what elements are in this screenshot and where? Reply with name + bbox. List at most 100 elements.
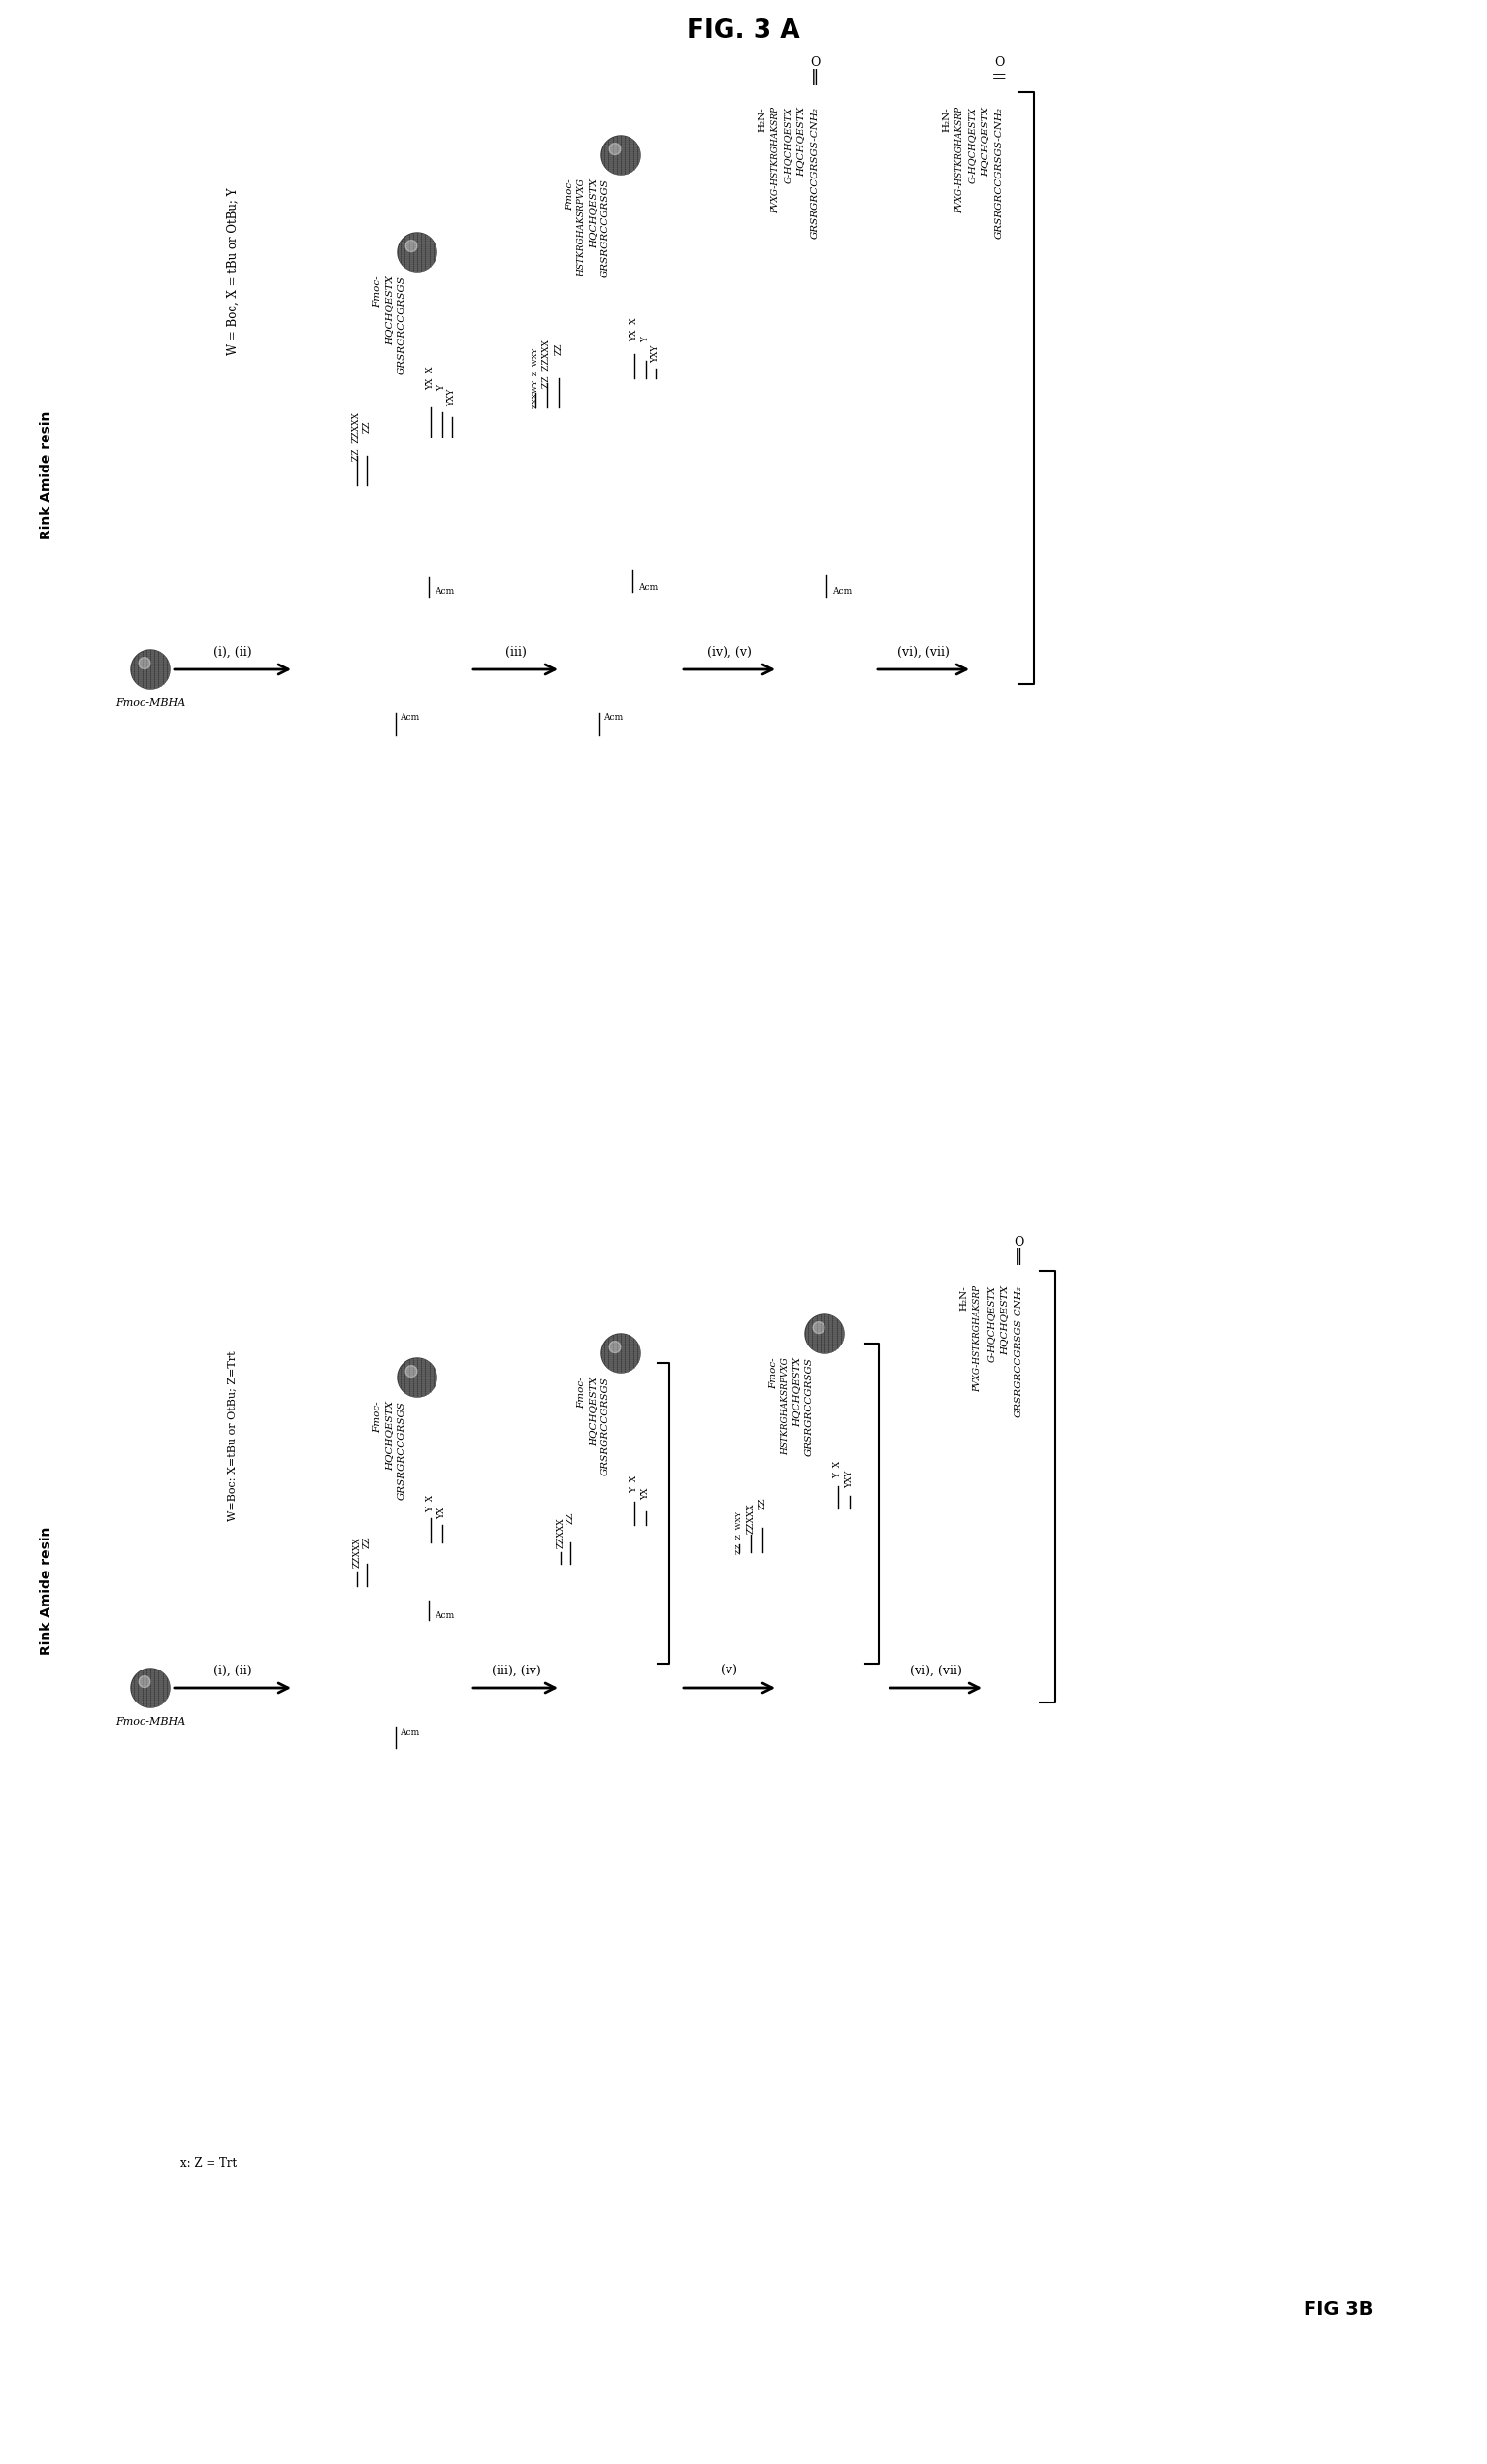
Text: GRSRGRCCGRSGS: GRSRGRCCGRSGS bbox=[397, 276, 406, 375]
Polygon shape bbox=[601, 1333, 641, 1372]
Text: HQCHQESTX: HQCHQESTX bbox=[1001, 1286, 1010, 1355]
Text: HSTKRGHAKSRPVXG: HSTKRGHAKSRPVXG bbox=[781, 1358, 790, 1456]
Text: GRSRGRCCGRSGS: GRSRGRCCGRSGS bbox=[601, 177, 610, 278]
Text: GRSRGRCCGRSGS-CNH₂: GRSRGRCCGRSGS-CNH₂ bbox=[995, 106, 1004, 239]
Text: ZZ: ZZ bbox=[758, 1498, 767, 1510]
Polygon shape bbox=[406, 1365, 416, 1377]
Text: H₂N-: H₂N- bbox=[758, 106, 767, 131]
Text: HSTKRGHAKSRPVXG: HSTKRGHAKSRPVXG bbox=[577, 177, 586, 276]
Text: YXY: YXY bbox=[448, 389, 457, 407]
Text: PVXG-HSTKRGHAKSRP: PVXG-HSTKRGHAKSRP bbox=[974, 1286, 981, 1392]
Text: Acm: Acm bbox=[400, 1727, 419, 1737]
Text: HQCHQESTX: HQCHQESTX bbox=[981, 106, 990, 177]
Polygon shape bbox=[138, 1676, 150, 1688]
Text: G-HQCHQESTX: G-HQCHQESTX bbox=[784, 106, 793, 182]
Text: YXY: YXY bbox=[845, 1471, 854, 1488]
Text: ZZXXX: ZZXXX bbox=[746, 1503, 755, 1533]
Text: FIG 3B: FIG 3B bbox=[1304, 2299, 1374, 2319]
Text: HQCHQESTX: HQCHQESTX bbox=[589, 1377, 598, 1446]
Text: (i), (ii): (i), (ii) bbox=[214, 646, 251, 658]
Text: Acm: Acm bbox=[400, 715, 419, 722]
Text: GRSRGRCCGRSGS: GRSRGRCCGRSGS bbox=[397, 1402, 406, 1501]
Text: Acm: Acm bbox=[604, 715, 623, 722]
Text: (iv), (v): (iv), (v) bbox=[708, 646, 752, 658]
Text: ZZ  ZZXXX: ZZ ZZXXX bbox=[543, 340, 552, 387]
Text: YX: YX bbox=[642, 1488, 650, 1501]
Text: x: Z = Trt: x: Z = Trt bbox=[180, 2156, 236, 2171]
Text: O: O bbox=[995, 57, 1004, 69]
Text: YXY: YXY bbox=[651, 345, 660, 362]
Text: (iii): (iii) bbox=[506, 646, 526, 658]
Text: ZZ: ZZ bbox=[567, 1513, 574, 1525]
Text: ZZ: ZZ bbox=[363, 421, 372, 434]
Text: (i), (ii): (i), (ii) bbox=[214, 1663, 251, 1678]
Text: W = Boc, X = tBu or OtBu; Y: W = Boc, X = tBu or OtBu; Y bbox=[226, 187, 239, 355]
Text: Rink Amide resin: Rink Amide resin bbox=[40, 411, 54, 540]
Text: HQCHQESTX: HQCHQESTX bbox=[385, 276, 394, 345]
Text: HQCHQESTX: HQCHQESTX bbox=[797, 106, 806, 177]
Text: FIG. 3 A: FIG. 3 A bbox=[687, 17, 800, 44]
Text: Fmoc-MBHA: Fmoc-MBHA bbox=[116, 697, 186, 707]
Text: Y  X: Y X bbox=[427, 1496, 436, 1513]
Text: ZZ  Z  WXY: ZZ Z WXY bbox=[735, 1510, 744, 1555]
Polygon shape bbox=[406, 239, 416, 251]
Text: =: = bbox=[992, 69, 1007, 86]
Text: (v): (v) bbox=[721, 1663, 738, 1678]
Text: PVXG-HSTKRGHAKSRP: PVXG-HSTKRGHAKSRP bbox=[956, 106, 965, 214]
Text: PVXG-HSTKRGHAKSRP: PVXG-HSTKRGHAKSRP bbox=[772, 106, 781, 214]
Text: Y: Y bbox=[439, 384, 446, 392]
Text: H₂N-: H₂N- bbox=[959, 1286, 968, 1311]
Text: HQCHQESTX: HQCHQESTX bbox=[589, 177, 598, 249]
Text: H₂N-: H₂N- bbox=[943, 106, 952, 131]
Text: HQCHQESTX: HQCHQESTX bbox=[385, 1402, 394, 1471]
Text: Fmoc-MBHA: Fmoc-MBHA bbox=[116, 1717, 186, 1727]
Polygon shape bbox=[813, 1321, 824, 1333]
Text: GRSRGRCCGRSGS: GRSRGRCCGRSGS bbox=[804, 1358, 813, 1456]
Text: (vi), (vii): (vi), (vii) bbox=[910, 1663, 962, 1678]
Text: W=Boc: X=tBu or OtBu; Z=Trt: W=Boc: X=tBu or OtBu; Z=Trt bbox=[228, 1350, 238, 1520]
Polygon shape bbox=[131, 1668, 170, 1708]
Text: Fmoc-: Fmoc- bbox=[770, 1358, 778, 1390]
Text: Fmoc-: Fmoc- bbox=[567, 177, 574, 209]
Polygon shape bbox=[397, 232, 437, 271]
Text: Y: Y bbox=[642, 338, 650, 342]
Polygon shape bbox=[601, 136, 641, 175]
Text: Rink Amide resin: Rink Amide resin bbox=[40, 1528, 54, 1656]
Polygon shape bbox=[131, 650, 170, 690]
Text: ZZXXX: ZZXXX bbox=[352, 1538, 361, 1567]
Text: O: O bbox=[1014, 1234, 1023, 1247]
Text: ZZXXX: ZZXXX bbox=[556, 1518, 565, 1547]
Text: Acm: Acm bbox=[434, 586, 454, 596]
Text: ZXXWY  Z  WXY: ZXXWY Z WXY bbox=[531, 347, 540, 409]
Text: Acm: Acm bbox=[638, 582, 657, 591]
Text: G-HQCHQESTX: G-HQCHQESTX bbox=[987, 1286, 996, 1363]
Text: ZZ: ZZ bbox=[555, 342, 564, 355]
Polygon shape bbox=[397, 1358, 437, 1397]
Text: Acm: Acm bbox=[434, 1611, 454, 1619]
Text: GRSRGRCCGRSGS-CNH₂: GRSRGRCCGRSGS-CNH₂ bbox=[1014, 1286, 1023, 1417]
Text: Acm: Acm bbox=[833, 586, 852, 596]
Text: ZZ: ZZ bbox=[363, 1538, 372, 1547]
Polygon shape bbox=[610, 143, 620, 155]
Text: Fmoc-: Fmoc- bbox=[373, 1402, 382, 1432]
Text: YX  X: YX X bbox=[427, 367, 436, 389]
Polygon shape bbox=[610, 1340, 620, 1353]
Polygon shape bbox=[804, 1313, 845, 1353]
Text: Y  X: Y X bbox=[834, 1461, 843, 1478]
Text: O: O bbox=[810, 57, 819, 69]
Text: ‖: ‖ bbox=[1014, 1247, 1023, 1264]
Text: ZZ  ZZXXX: ZZ ZZXXX bbox=[352, 411, 361, 461]
Text: GRSRGRCCGRSGS-CNH₂: GRSRGRCCGRSGS-CNH₂ bbox=[810, 106, 819, 239]
Text: YX: YX bbox=[439, 1508, 446, 1520]
Text: Y  X: Y X bbox=[630, 1476, 639, 1493]
Text: GRSRGRCCGRSGS: GRSRGRCCGRSGS bbox=[601, 1377, 610, 1476]
Text: G-HQCHQESTX: G-HQCHQESTX bbox=[968, 106, 977, 182]
Text: ‖: ‖ bbox=[810, 69, 819, 86]
Text: YX  X: YX X bbox=[630, 318, 639, 342]
Text: (iii), (iv): (iii), (iv) bbox=[491, 1663, 541, 1678]
Text: (vi), (vii): (vi), (vii) bbox=[897, 646, 950, 658]
Text: Fmoc-: Fmoc- bbox=[577, 1377, 586, 1409]
Polygon shape bbox=[138, 658, 150, 668]
Text: HQCHQESTX: HQCHQESTX bbox=[793, 1358, 801, 1427]
Text: Fmoc-: Fmoc- bbox=[373, 276, 382, 308]
